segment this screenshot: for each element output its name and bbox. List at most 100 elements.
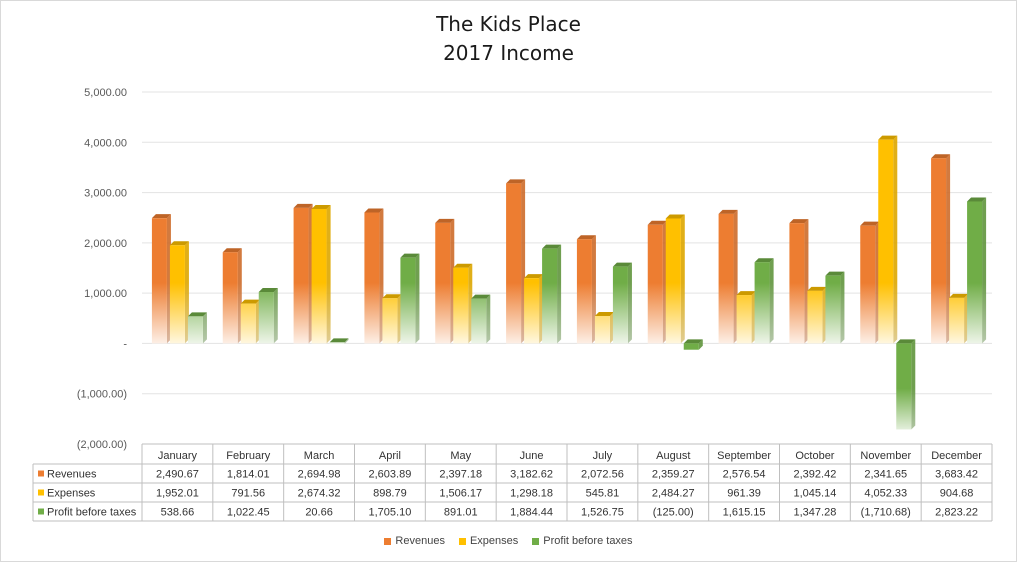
x-tick-label: July: [593, 450, 613, 462]
legend-entry: Revenues: [384, 535, 445, 547]
bar-expenses-july: [594, 311, 614, 344]
bar-expenses-january: [169, 241, 189, 344]
x-tick-label: April: [379, 450, 401, 462]
data-label: 2,392.42: [794, 469, 837, 481]
x-tick-label: June: [520, 450, 544, 462]
bar-profit-before-taxes-september: [754, 258, 774, 344]
bar-revenues-september: [718, 209, 738, 344]
legend-label: Revenues: [395, 535, 445, 547]
bar-expenses-april: [382, 294, 402, 344]
bar-expenses-october: [807, 286, 827, 344]
data-label: 2,359.27: [652, 469, 695, 481]
chart-title: The Kids Place: [436, 12, 581, 36]
table-row-label: Revenues: [47, 469, 97, 481]
data-label: 1,705.10: [369, 507, 412, 519]
y-tick-label: (2,000.00): [77, 439, 127, 451]
bar-expenses-august: [665, 214, 685, 344]
bar-profit-before-taxes-november: [896, 339, 916, 430]
data-label: 791.56: [231, 488, 265, 500]
legend-swatch: [384, 537, 392, 545]
data-label: 1,298.18: [510, 488, 553, 500]
legend-entry: Profit before taxes: [532, 535, 633, 547]
table-row-label: Expenses: [47, 488, 96, 500]
legend-entry: Expenses: [458, 535, 519, 547]
bar-expenses-november: [878, 135, 898, 344]
data-label: 1,615.15: [723, 507, 766, 519]
y-tick-label: 5,000.00: [84, 87, 127, 99]
bar-revenues-october: [789, 219, 809, 344]
data-label: 2,341.65: [864, 469, 907, 481]
bar-expenses-june: [524, 274, 544, 344]
bar-revenues-april: [364, 208, 384, 344]
bar-expenses-september: [736, 291, 756, 344]
y-tick-label: 3,000.00: [84, 188, 127, 200]
bar-profit-before-taxes-april: [400, 253, 420, 344]
data-label: 1,526.75: [581, 507, 624, 519]
data-label: 1,347.28: [794, 507, 837, 519]
y-tick-label: 4,000.00: [84, 137, 127, 149]
data-label: 538.66: [161, 507, 195, 519]
data-label: 1,045.14: [794, 488, 837, 500]
bar-expenses-march: [311, 204, 331, 344]
data-label: 2,072.56: [581, 469, 624, 481]
chart-subtitle: 2017 Income: [443, 41, 574, 65]
data-label: 2,397.18: [439, 469, 482, 481]
data-label: 20.66: [305, 507, 333, 519]
data-label: 961.39: [727, 488, 761, 500]
data-label: 2,484.27: [652, 488, 695, 500]
bar-profit-before-taxes-july: [612, 262, 632, 344]
bar-revenues-january: [151, 214, 171, 344]
data-table: January February March April May June July Augu…: [32, 443, 993, 522]
x-tick-label: May: [450, 450, 471, 462]
bar-profit-before-taxes-june: [542, 244, 562, 344]
data-label: 1,952.01: [156, 488, 199, 500]
data-label: 2,694.98: [298, 469, 341, 481]
data-label: 2,490.67: [156, 469, 199, 481]
legend-label: Expenses: [469, 535, 519, 547]
chart-title-block: The Kids Place 2017 Income: [0, 10, 1017, 68]
data-label: 1,884.44: [510, 507, 553, 519]
data-label: 4,052.33: [864, 488, 907, 500]
data-label: 891.01: [444, 507, 478, 519]
table-legend-key: [38, 489, 44, 496]
data-label: 2,674.32: [298, 488, 341, 500]
bar-revenues-march: [293, 203, 313, 344]
data-label: 898.79: [373, 488, 407, 500]
y-axis: 5,000.00 4,000.00 3,000.00 2,000.00 1,000.00…: [77, 87, 127, 451]
bar-expenses-february: [240, 299, 260, 344]
bars: [151, 135, 987, 430]
x-tick-label: March: [304, 450, 335, 462]
legend: Revenues Expenses Profit before taxes: [0, 535, 1017, 547]
bar-revenues-may: [435, 218, 455, 344]
y-tick-label: 1,000.00: [84, 288, 127, 300]
x-tick-label: September: [717, 450, 771, 462]
x-tick-label: February: [226, 450, 271, 462]
data-label: (1,710.68): [861, 507, 911, 519]
table-legend-key: [38, 470, 44, 477]
data-label: 1,814.01: [227, 469, 270, 481]
y-tick-label: -: [123, 338, 127, 350]
data-label: 3,182.62: [510, 469, 553, 481]
y-tick-label: (1,000.00): [77, 389, 127, 401]
bar-profit-before-taxes-march: [329, 338, 349, 344]
bar-revenues-june: [506, 179, 526, 344]
x-tick-label: November: [860, 450, 911, 462]
table-legend-key: [38, 508, 44, 515]
bar-profit-before-taxes-january: [187, 312, 207, 344]
legend-label: Profit before taxes: [543, 535, 633, 547]
bar-expenses-december: [949, 293, 969, 344]
legend-swatch: [458, 537, 466, 545]
data-label: 2,603.89: [369, 469, 412, 481]
bar-revenues-august: [647, 220, 667, 344]
table-row-label: Profit before taxes: [47, 507, 137, 519]
data-label: 1,022.45: [227, 507, 270, 519]
bar-revenues-february: [222, 248, 242, 344]
bar-profit-before-taxes-february: [258, 288, 278, 344]
x-tick-label: August: [656, 450, 690, 462]
bar-revenues-july: [576, 235, 596, 344]
bar-expenses-may: [453, 263, 473, 344]
bar-profit-before-taxes-december: [967, 197, 987, 344]
y-tick-label: 2,000.00: [84, 238, 127, 250]
data-label: 545.81: [586, 488, 620, 500]
